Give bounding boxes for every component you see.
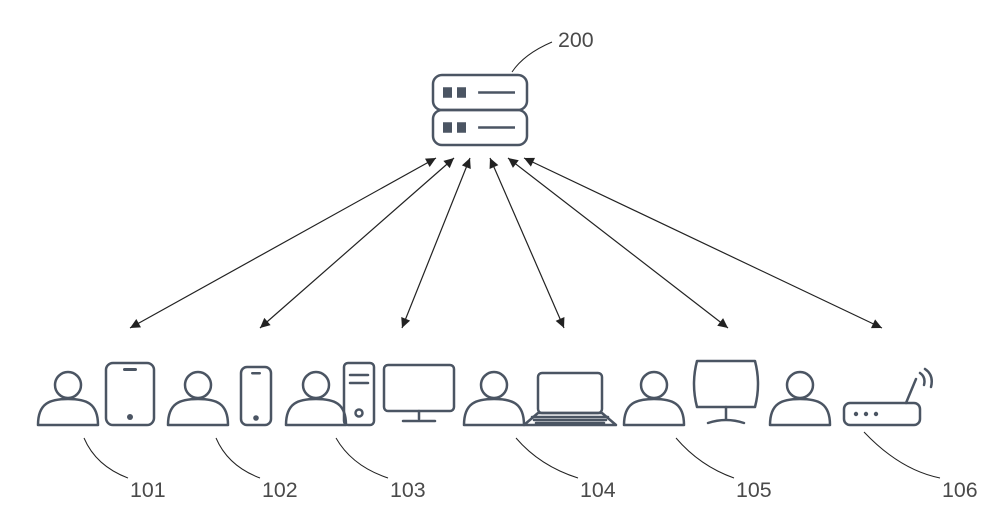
tablet-icon [106,363,154,425]
ref-label: 106 [942,478,978,503]
ref-label: 200 [558,28,594,53]
ref-label: 102 [262,478,298,503]
router-icon [844,369,932,425]
diagram-canvas: 200 101 102 103 104 105 106 [0,0,1000,527]
ref-label: 101 [130,478,166,503]
user-icon [624,372,684,425]
laptop-icon [524,373,616,425]
phone-icon [241,367,271,425]
ref-label: 105 [736,478,772,503]
desktop-icon [344,363,454,425]
server-icon [433,75,527,145]
monitor-icon [694,361,758,423]
user-icon [770,372,830,425]
user-icon [168,372,228,425]
user-icon [286,372,346,425]
ref-label: 103 [390,478,426,503]
user-icon [38,372,98,425]
ref-label: 104 [580,478,616,503]
diagram-svg [0,0,1000,527]
user-icon [464,372,524,425]
